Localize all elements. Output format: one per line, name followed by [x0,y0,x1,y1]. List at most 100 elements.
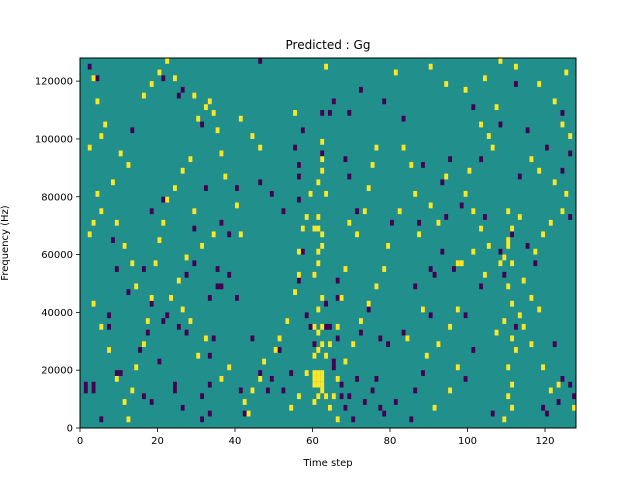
heatmap-cell-low [440,248,445,255]
heatmap-cell-high [417,231,422,238]
chart-title: Predicted : Gg [286,38,371,52]
heatmap-cell-high [95,98,100,105]
heatmap-cell-low [421,162,425,168]
heatmap-cell-low [378,404,383,411]
heatmap-cell-low [533,260,538,267]
heatmap-cell-low [409,416,414,423]
heatmap-cell-low [176,92,181,99]
heatmap-cell-high [293,289,298,296]
heatmap-cell-high [320,138,325,145]
heatmap-cell-low [339,381,344,388]
heatmap-cell-low [517,173,522,180]
heatmap-cell-high [258,375,263,382]
heatmap-cell-low [300,127,305,134]
heatmap-cell-high [436,219,441,226]
heatmap-cell-high [506,237,511,243]
heatmap-cell-high [304,370,309,376]
heatmap-cell-high [153,260,158,267]
heatmap-cell-high [180,167,185,174]
x-tick-label: 60 [306,436,319,447]
heatmap-cell-high [490,144,495,151]
heatmap-cell-high [374,144,379,151]
heatmap-cell-high [316,248,321,255]
heatmap-cell-high [432,404,437,411]
heatmap-cell-low [277,347,282,353]
heatmap-cell-low [366,306,371,313]
heatmap-cell-high [370,162,375,168]
x-axis: 0 20 40 60 80 100 120 [77,428,555,447]
heatmap-cell-high [235,202,239,209]
heatmap-cell-high [238,115,243,122]
heatmap-cell-high [316,225,321,232]
heatmap-cell-high [95,190,100,197]
heatmap-cell-high [564,69,569,76]
heatmap-cell-high [134,283,139,290]
heatmap-cell-high [246,410,251,417]
heatmap-cell-low [111,237,115,243]
heatmap-cell-low [343,404,348,411]
heatmap-cell-low [401,115,406,122]
heatmap-cell-low [432,271,437,278]
heatmap-cell-high [316,214,321,220]
heatmap-cell-high [204,335,208,342]
heatmap-cell-low [320,110,325,116]
heatmap-cell-high [188,156,193,163]
heatmap-cell-high [335,416,340,423]
heatmap-cell-low [328,323,332,330]
heatmap-cell-high [455,306,460,313]
heatmap-cell-high [366,185,371,191]
heatmap-cell-low [413,387,418,394]
heatmap-cell-high [506,243,511,249]
heatmap-cell-high [173,185,177,191]
heatmap-cell-high [459,260,464,267]
heatmap-cell-high [293,110,298,116]
heatmap-cell-low [545,410,549,417]
heatmap-cell-low [161,318,166,324]
heatmap-cell-high [506,364,511,371]
heatmap-cell-low [347,110,352,116]
heatmap-cell-high [421,306,425,313]
heatmap-cell-high [149,81,154,87]
heatmap-cell-high [552,98,557,105]
heatmap-cell-low [297,277,301,284]
heatmap-cell-high [572,404,577,411]
x-tick-label: 80 [384,436,397,447]
x-tick-label: 40 [229,436,242,447]
heatmap-cell-high [297,271,301,278]
heatmap-cell-low [207,410,212,417]
heatmap-cell-high [262,358,267,365]
heatmap-cell-high [455,364,460,371]
y-axis: 0 20000 40000 60000 80000 100000 120000 [35,77,80,435]
heatmap-cell-high [114,375,119,382]
heatmap-cell-high [471,248,476,255]
heatmap-cell-high [180,306,185,313]
heatmap-cell-low [297,173,301,180]
heatmap-cell-low [382,98,387,105]
heatmap-cell-high [161,219,166,226]
heatmap-cell-low [328,110,332,116]
heatmap-cell-low [386,341,391,348]
heatmap-cell-low [514,81,518,87]
heatmap-cell-low [118,370,123,376]
y-axis-label: Frequency (Hz) [0,205,11,281]
heatmap-cell-high [397,208,402,215]
heatmap-cell-low [211,335,216,342]
heatmap-cell-high [479,121,484,128]
heatmap-cell-low [347,173,352,180]
heatmap-cell-low [560,110,565,116]
heatmap-cell-high [331,393,336,400]
heatmap-cell-high [304,214,309,220]
heatmap-cell-high [548,387,553,394]
heatmap-cell-high [467,167,472,174]
heatmap-cell-low [297,162,301,168]
heatmap-cell-high [510,381,515,388]
heatmap-cell-high [320,375,325,382]
heatmap-cell-low [382,410,387,417]
heatmap-cell-high [188,318,193,324]
heatmap-cell-high [359,318,363,324]
heatmap-cell-low [374,375,379,382]
heatmap-cell-high [506,208,511,215]
heatmap-cell-high [366,300,371,307]
heatmap-cell-high [537,306,542,313]
heatmap-cell-high [204,104,208,111]
